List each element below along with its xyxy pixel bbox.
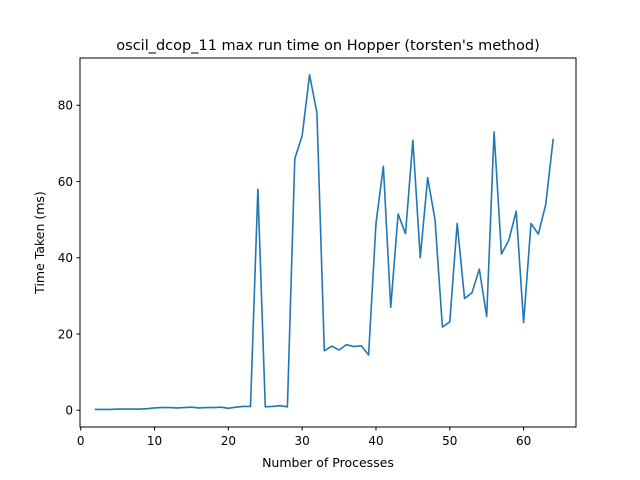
series-line-1 (94, 73, 555, 411)
y-tick-label: 20 (58, 327, 73, 341)
x-tick-label: 0 (77, 434, 85, 448)
x-tick-label: 30 (295, 434, 310, 448)
y-axis-ticks: 0 20 40 60 80 (58, 99, 80, 418)
y-tick-label: 0 (65, 404, 73, 418)
plot-frame (79, 57, 577, 428)
x-axis-label: Number of Processes (262, 455, 394, 470)
y-tick-label: 40 (58, 251, 73, 265)
x-tick-label: 40 (368, 434, 383, 448)
x-tick-label: 50 (442, 434, 457, 448)
chart-title: oscil_dcop_11 max run time on Hopper (to… (116, 38, 539, 54)
x-tick-label: 10 (147, 434, 162, 448)
y-tick-label: 60 (58, 175, 73, 189)
y-tick-label: 80 (58, 99, 73, 113)
y-axis-label: Time Taken (ms) (32, 191, 47, 295)
x-tick-label: 60 (516, 434, 531, 448)
series-layer (94, 73, 555, 411)
x-axis-ticks: 0 10 20 30 40 50 60 (77, 427, 531, 448)
x-tick-label: 20 (221, 434, 236, 448)
